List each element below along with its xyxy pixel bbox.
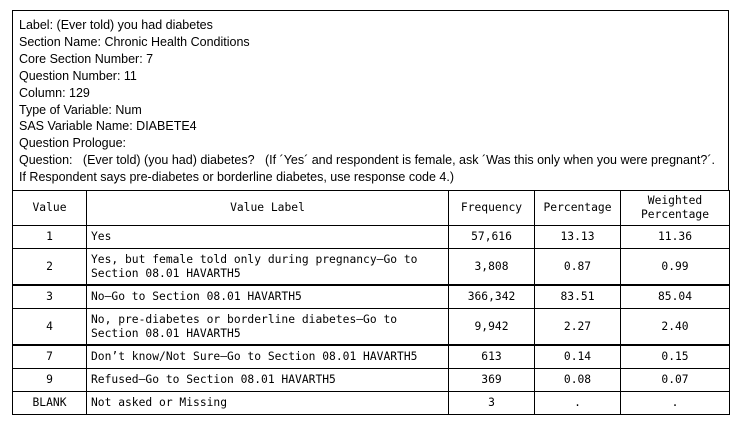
header-weighted-percentage: Weighted Percentage: [620, 190, 730, 227]
header-value-label: Value Label: [86, 190, 449, 227]
variable-type: Type of Variable: Num: [19, 102, 142, 117]
cell-value: 3: [12, 284, 87, 310]
cell-percentage: .: [534, 391, 621, 416]
cell-value-label: Not asked or Missing: [86, 391, 449, 416]
cell-frequency: 366,342: [448, 284, 535, 310]
cell-frequency: 57,616: [448, 225, 535, 250]
table-row: 1 Yes 57,616 13.13 11.36: [12, 225, 730, 250]
cell-value: BLANK: [12, 391, 87, 416]
cell-frequency: 613: [448, 344, 535, 370]
table-row: 4 No, pre-diabetes or borderline diabete…: [12, 308, 730, 346]
cell-frequency: 3: [448, 391, 535, 416]
header-percentage: Percentage: [534, 190, 621, 227]
cell-value: 2: [12, 248, 87, 286]
cell-percentage: 13.13: [534, 225, 621, 250]
question-prologue: Question Prologue:: [19, 136, 127, 151]
header-weighted-line2: Percentage: [640, 208, 709, 222]
cell-weighted-percentage: 0.07: [620, 368, 730, 393]
core-section-number: Core Section Number: 7: [19, 51, 154, 66]
table-row: 7 Don’t know/Not Sure—Go to Section 08.0…: [12, 344, 730, 370]
frequency-table: Value Value Label Frequency Percentage W…: [12, 190, 730, 416]
table-row: 2 Yes, but female told only during pregn…: [12, 248, 730, 286]
cell-percentage: 83.51: [534, 284, 621, 310]
table-row: 9 Refused—Go to Section 08.01 HAVARTH5 3…: [12, 368, 730, 393]
question-text: Question: (Ever told) (you had) diabetes…: [19, 153, 719, 185]
cell-weighted-percentage: 11.36: [620, 225, 730, 250]
header-value: Value: [12, 190, 87, 227]
section-name: Section Name: Chronic Health Conditions: [19, 34, 250, 49]
table-row: BLANK Not asked or Missing 3 . .: [12, 391, 730, 416]
cell-value: 4: [12, 308, 87, 346]
cell-value-label: Refused—Go to Section 08.01 HAVARTH5: [86, 368, 449, 393]
header-frequency: Frequency: [448, 190, 535, 227]
cell-percentage: 2.27: [534, 308, 621, 346]
cell-weighted-percentage: .: [620, 391, 730, 416]
cell-value-label: Yes: [86, 225, 449, 250]
cell-percentage: 0.14: [534, 344, 621, 370]
cell-percentage: 0.08: [534, 368, 621, 393]
cell-value-label: No, pre-diabetes or borderline diabetes—…: [86, 308, 449, 346]
question-number: Question Number: 11: [19, 68, 137, 83]
header-weighted-line1: Weighted: [647, 194, 703, 208]
cell-weighted-percentage: 2.40: [620, 308, 730, 346]
variable-label: Label: (Ever told) you had diabetes: [19, 18, 213, 32]
cell-percentage: 0.87: [534, 248, 621, 286]
cell-value: 7: [12, 344, 87, 370]
table-header-row: Value Value Label Frequency Percentage W…: [12, 190, 730, 227]
cell-frequency: 3,808: [448, 248, 535, 286]
cell-frequency: 9,942: [448, 308, 535, 346]
variable-info-box: Label: (Ever told) you had diabetes Sect…: [12, 10, 729, 191]
cell-weighted-percentage: 0.15: [620, 344, 730, 370]
cell-weighted-percentage: 0.99: [620, 248, 730, 286]
cell-weighted-percentage: 85.04: [620, 284, 730, 310]
sas-variable-name: SAS Variable Name: DIABETE4: [19, 119, 197, 134]
cell-value: 9: [12, 368, 87, 393]
table-row: 3 No—Go to Section 08.01 HAVARTH5 366,34…: [12, 284, 730, 310]
cell-value: 1: [12, 225, 87, 250]
cell-frequency: 369: [448, 368, 535, 393]
cell-value-label: Don’t know/Not Sure—Go to Section 08.01 …: [86, 344, 449, 370]
cell-value-label: No—Go to Section 08.01 HAVARTH5: [86, 284, 449, 310]
cell-value-label: Yes, but female told only during pregnan…: [86, 248, 449, 286]
column-number: Column: 129: [19, 85, 90, 100]
